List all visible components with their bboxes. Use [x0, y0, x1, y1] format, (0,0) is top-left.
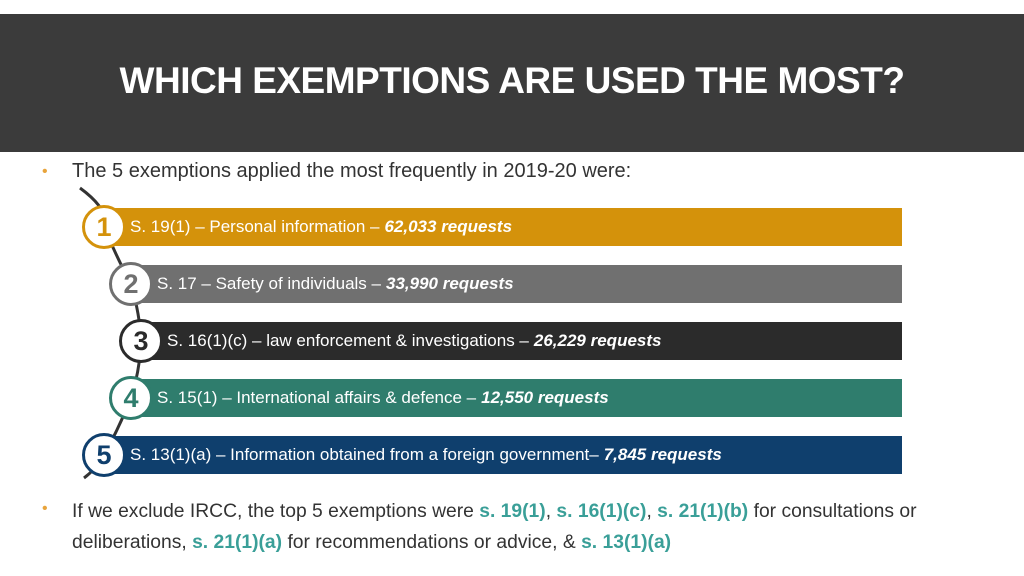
- item-label: S. 16(1)(c) – law enforcement & investig…: [167, 331, 529, 350]
- highlight-text: s. 21(1)(b): [657, 501, 749, 522]
- title: WHICH EXEMPTIONS ARE USED THE MOST?: [119, 60, 905, 101]
- item-bar: S. 16(1)(c) – law enforcement & investig…: [137, 322, 902, 360]
- item-count: 33,990 requests: [385, 274, 514, 293]
- text: for consultations or deliberations,: [72, 501, 917, 553]
- item-label: S. 13(1)(a) – Information obtained from …: [130, 445, 599, 464]
- text: for recommendations or advice, &: [287, 532, 576, 553]
- text: If we exclude IRCC, the top 5 exemptions…: [72, 501, 474, 522]
- item-number: 2: [109, 262, 153, 306]
- highlight-text: s. 19(1): [479, 501, 546, 522]
- item-number: 5: [82, 433, 126, 477]
- item-count: 7,845 requests: [603, 445, 722, 464]
- bullet: •: [42, 500, 48, 517]
- bullet: •: [42, 163, 48, 180]
- item-number: 4: [109, 376, 153, 420]
- text: ,: [646, 501, 652, 522]
- item-count: 62,033 requests: [384, 217, 513, 236]
- item-bar: S. 13(1)(a) – Information obtained from …: [100, 436, 902, 474]
- item-number: 3: [119, 319, 163, 363]
- item-label: S. 19(1) – Personal information –: [130, 217, 380, 236]
- highlight-text: s. 16(1)(c): [556, 501, 647, 522]
- item-number: 1: [82, 205, 126, 249]
- footer-text: If we exclude IRCC, the top 5 exemptions…: [72, 496, 1002, 558]
- item-count: 12,550 requests: [481, 388, 609, 407]
- header-band: [0, 14, 1024, 152]
- highlight-text: s. 21(1)(a): [192, 532, 283, 553]
- item-label: S. 17 – Safety of individuals –: [157, 274, 381, 293]
- item-bar: S. 15(1) – International affairs & defen…: [127, 379, 902, 417]
- item-count: 26,229 requests: [533, 331, 662, 350]
- item-bar: S. 17 – Safety of individuals –33,990 re…: [127, 265, 902, 303]
- text: ,: [545, 501, 552, 522]
- item-label: S. 15(1) – International affairs & defen…: [157, 388, 477, 407]
- item-bar: S. 19(1) – Personal information –62,033 …: [100, 208, 902, 246]
- highlight-text: s. 13(1)(a): [581, 532, 672, 553]
- intro: The 5 exemptions applied the most freque…: [72, 160, 632, 182]
